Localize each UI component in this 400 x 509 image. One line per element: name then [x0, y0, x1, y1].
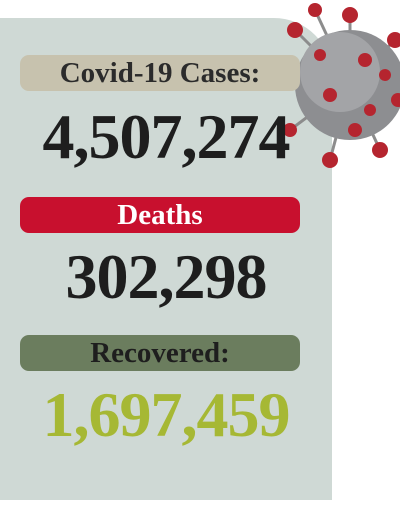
deaths-label: Deaths [20, 197, 300, 233]
cases-value: 4,507,274 [0, 100, 332, 174]
recovered-label: Recovered: [20, 335, 300, 371]
page: Covid-19 Cases: 4,507,274 Deaths 302,298… [0, 0, 400, 509]
recovered-value: 1,697,459 [0, 378, 332, 452]
cases-label: Covid-19 Cases: [20, 55, 300, 91]
deaths-value: 302,298 [0, 240, 332, 314]
